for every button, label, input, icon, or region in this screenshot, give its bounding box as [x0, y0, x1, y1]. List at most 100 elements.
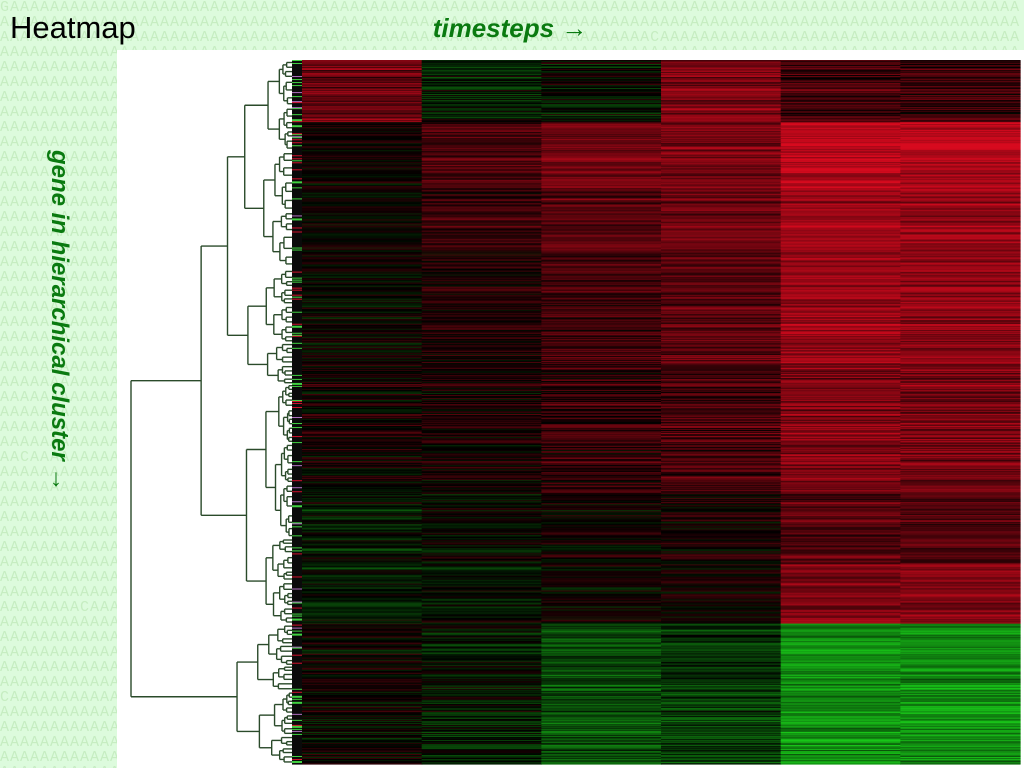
heatmap-cell: [541, 74, 662, 76]
heatmap-cell: [541, 121, 662, 123]
heatmap-cell: [900, 101, 1021, 103]
heatmap-cell: [661, 510, 782, 512]
heatmap-cell: [661, 75, 782, 77]
leaf-marker: [292, 598, 302, 601]
heatmap-cell: [421, 135, 542, 137]
heatmap-cell: [302, 560, 423, 563]
heatmap-cell: [541, 580, 662, 583]
heatmap-cell: [541, 627, 662, 630]
heatmap-cell: [541, 194, 662, 196]
heatmap-cell: [900, 442, 1021, 444]
heatmap-cell: [661, 504, 782, 506]
heatmap-cell: [780, 671, 901, 674]
heatmap-cell: [421, 66, 542, 68]
heatmap-cell: [302, 299, 423, 302]
heatmap-cell: [900, 561, 1021, 564]
heatmap-cell: [302, 294, 423, 297]
heatmap-cell: [302, 319, 423, 322]
heatmap-cell: [900, 500, 1021, 502]
heatmap-cell: [780, 279, 901, 282]
heatmap-cell: [780, 197, 901, 199]
heatmap-cell: [780, 264, 901, 267]
heatmap-cell: [780, 696, 901, 699]
heatmap-cell: [421, 309, 542, 312]
heatmap-cell: [541, 320, 662, 323]
heatmap-cell: [421, 471, 542, 473]
heatmap-cell: [661, 470, 782, 472]
heatmap-cell: [541, 614, 662, 617]
leaf-marker: [292, 515, 302, 517]
leaf-marker: [292, 172, 302, 174]
heatmap-cell: [302, 527, 423, 529]
heatmap-cell: [661, 446, 782, 448]
heatmap-cell: [661, 434, 782, 436]
heatmap-cell: [661, 443, 782, 445]
leaf-marker: [292, 681, 302, 684]
heatmap-cell: [421, 614, 542, 617]
heatmap-cell: [900, 650, 1021, 653]
leaf-marker: [292, 545, 302, 547]
heatmap-cell: [780, 219, 901, 222]
heatmap-cell: [421, 543, 542, 545]
leaf-marker: [292, 354, 302, 357]
heatmap-cell: [780, 397, 901, 400]
heatmap-cell: [302, 88, 423, 90]
leaf-marker: [292, 91, 302, 93]
heatmap-cell: [541, 531, 662, 533]
heatmap-cell: [661, 192, 782, 194]
heatmap-cell: [541, 246, 662, 249]
heatmap-cell: [302, 364, 423, 367]
leaf-marker: [292, 174, 302, 176]
heatmap-cell: [302, 624, 423, 627]
heatmap-cell: [421, 343, 542, 346]
heatmap-cell: [421, 669, 542, 672]
heatmap-cell: [900, 627, 1021, 630]
heatmap-cell: [661, 72, 782, 74]
heatmap-cell: [661, 503, 782, 505]
heatmap-cell: [661, 88, 782, 90]
heatmap-cell: [780, 304, 901, 307]
heatmap-cell: [780, 284, 901, 287]
leaf-marker: [292, 313, 302, 316]
heatmap-cell: [302, 672, 423, 675]
heatmap-cell: [900, 422, 1021, 424]
heatmap-cell: [302, 349, 423, 352]
heatmap-cell: [900, 116, 1021, 118]
heatmap-cell: [900, 326, 1021, 329]
heatmap-cell: [900, 519, 1021, 521]
heatmap-cell: [900, 159, 1021, 161]
heatmap-cell: [900, 201, 1021, 203]
heatmap-cell: [421, 233, 542, 236]
heatmap-cell: [661, 457, 782, 459]
leaf-marker: [292, 602, 302, 605]
leaf-marker: [292, 94, 302, 96]
heatmap-cell: [421, 598, 542, 601]
heatmap-cell: [541, 635, 662, 638]
leaf-marker: [292, 369, 302, 372]
heatmap-cell: [900, 434, 1021, 436]
dendrogram: [130, 61, 292, 763]
heatmap-cell: [780, 67, 901, 69]
heatmap-cell: [780, 632, 901, 635]
leaf-marker: [292, 589, 302, 592]
leaf-marker: [292, 283, 302, 286]
heatmap-cell: [541, 587, 662, 590]
heatmap-cell: [900, 185, 1021, 187]
heatmap-cell: [661, 687, 782, 690]
heatmap-cell: [661, 646, 782, 649]
heatmap-cell: [900, 355, 1021, 358]
heatmap-cell: [661, 626, 782, 629]
heatmap-cell: [302, 100, 423, 102]
heatmap-cell: [302, 201, 423, 203]
heatmap-cell: [900, 447, 1021, 449]
heatmap-cell: [302, 66, 423, 68]
heatmap-cell: [541, 681, 662, 684]
heatmap-cell: [780, 212, 901, 215]
heatmap-cell: [661, 310, 782, 313]
heatmap-cell: [900, 169, 1021, 171]
heatmap-cell: [900, 616, 1021, 619]
leaf-marker: [292, 147, 302, 149]
heatmap-cell: [900, 93, 1021, 95]
heatmap-cell: [661, 541, 782, 543]
heatmap-cell: [302, 344, 423, 347]
